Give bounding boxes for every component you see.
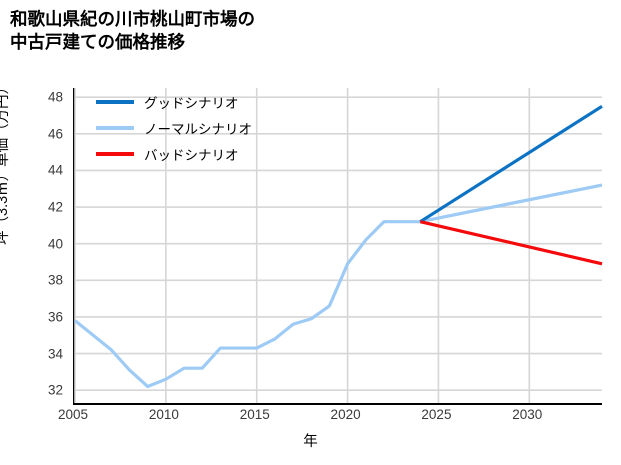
x-tick-label: 2010 xyxy=(148,407,179,422)
y-tick-label: 40 xyxy=(47,236,63,252)
series-line-2 xyxy=(419,220,603,266)
y-axis-title: 坪（3.3㎡）単価（万円） xyxy=(0,79,11,245)
y-tick-label: 38 xyxy=(47,272,63,288)
legend-swatch-normal-scenario xyxy=(96,126,134,130)
plot-area xyxy=(73,88,603,405)
y-tick-label: 34 xyxy=(47,346,63,362)
y-tick-label: 32 xyxy=(47,382,63,398)
x-tick-label: 2030 xyxy=(512,407,543,422)
x-axis-tick-labels: 2005 2010 2015 2020 2025 2030 xyxy=(58,407,600,427)
legend-swatch-bad-scenario xyxy=(96,152,134,156)
x-tick-label: 2015 xyxy=(239,407,270,422)
series-line-0 xyxy=(73,183,603,389)
y-tick-label: 48 xyxy=(47,89,63,105)
legend-label: バッドシナリオ xyxy=(144,148,239,163)
chart-title: 和歌山県紀の川市桃山町市場の 中古戸建ての価格推移 xyxy=(10,9,255,53)
legend-item-good-scenario[interactable]: グッドシナリオ xyxy=(96,95,252,111)
x-tick-label: 2025 xyxy=(421,407,452,422)
x-axis-title: 年 xyxy=(303,434,318,450)
legend-item-bad-scenario[interactable]: バッドシナリオ xyxy=(96,147,252,163)
y-tick-label: 42 xyxy=(47,199,63,215)
x-tick-label: 2005 xyxy=(57,407,89,422)
y-axis-tick-labels: 32 34 36 38 40 42 44 46 48 xyxy=(0,88,68,403)
legend-swatch-good-scenario xyxy=(96,100,134,104)
gridlines xyxy=(74,88,602,403)
series-line-1 xyxy=(419,104,603,224)
chart-legend: グッドシナリオ ノーマルシナリオ バッドシナリオ xyxy=(96,95,252,163)
series-lines xyxy=(73,104,603,389)
legend-label: グッドシナリオ xyxy=(144,96,239,111)
legend-item-normal-scenario[interactable]: ノーマルシナリオ xyxy=(96,121,252,137)
y-tick-label: 46 xyxy=(47,126,63,142)
y-tick-label: 36 xyxy=(47,309,63,325)
y-tick-label: 44 xyxy=(47,162,63,178)
x-tick-label: 2020 xyxy=(330,407,361,422)
legend-label: ノーマルシナリオ xyxy=(144,122,252,137)
